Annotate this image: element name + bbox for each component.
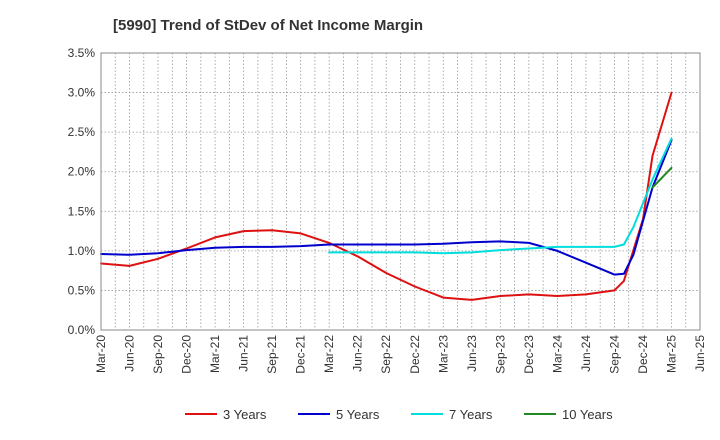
x-tick-label: Sep-21 [265,335,279,374]
x-tick-label: Mar-22 [322,335,336,373]
x-tick-label: Mar-20 [94,335,108,373]
y-tick-label: 3.0% [68,86,96,100]
grid [101,53,700,330]
series-line-3-years [100,91,673,301]
x-tick-label: Mar-21 [208,335,222,373]
x-tick-label: Mar-24 [550,335,564,373]
x-tick-label: Dec-21 [294,335,308,374]
series-line-7-years [328,137,673,255]
legend: 3 Years 5 Years 7 Years 10 Years [185,407,613,422]
plot-frame [100,52,701,331]
x-tick-label: Jun-22 [351,335,365,372]
x-tick-label: Mar-25 [664,335,678,373]
y-tick-label: 2.0% [68,165,96,179]
y-tick-label: 2.5% [68,125,96,139]
x-tick-label: Jun-24 [579,335,593,372]
legend-label: 10 Years [562,407,613,422]
legend-label: 7 Years [449,407,493,422]
x-tick-label: Jun-21 [237,335,251,372]
y-tick-label: 3.5% [68,46,96,60]
x-tick-label: Dec-23 [522,335,536,374]
x-tick-label: Sep-23 [493,335,507,374]
y-tick-label: 0.0% [68,323,96,337]
x-tick-label: Jun-20 [123,335,137,372]
y-tick-label: 0.5% [68,283,96,297]
y-tick-label: 1.5% [68,204,96,218]
x-tick-label: Dec-22 [408,335,422,374]
legend-label: 5 Years [336,407,380,422]
chart-title: [5990] Trend of StDev of Net Income Marg… [113,17,423,34]
x-tick-label: Dec-24 [636,335,650,374]
x-tick-label: Sep-24 [607,335,621,374]
series-line-10-years [651,166,673,189]
x-tick-label: Jun-25 [693,335,707,372]
legend-label: 3 Years [223,407,267,422]
series-line-5-years [100,139,673,276]
series-lines [100,91,673,301]
y-tick-label: 1.0% [68,244,96,258]
x-axis-ticks: Mar-20 Jun-20 Sep-20 Dec-20 Mar-21 Jun-21 Sep-… [94,335,707,374]
x-tick-label: Sep-22 [379,335,393,374]
x-tick-label: Dec-20 [180,335,194,374]
x-tick-label: Jun-23 [465,335,479,372]
x-tick-label: Sep-20 [151,335,165,374]
y-axis-ticks: 0.0% 0.5% 1.0% 1.5% 2.0% 2.5% 3.0% 3.5% [68,46,96,337]
x-tick-label: Mar-23 [436,335,450,373]
